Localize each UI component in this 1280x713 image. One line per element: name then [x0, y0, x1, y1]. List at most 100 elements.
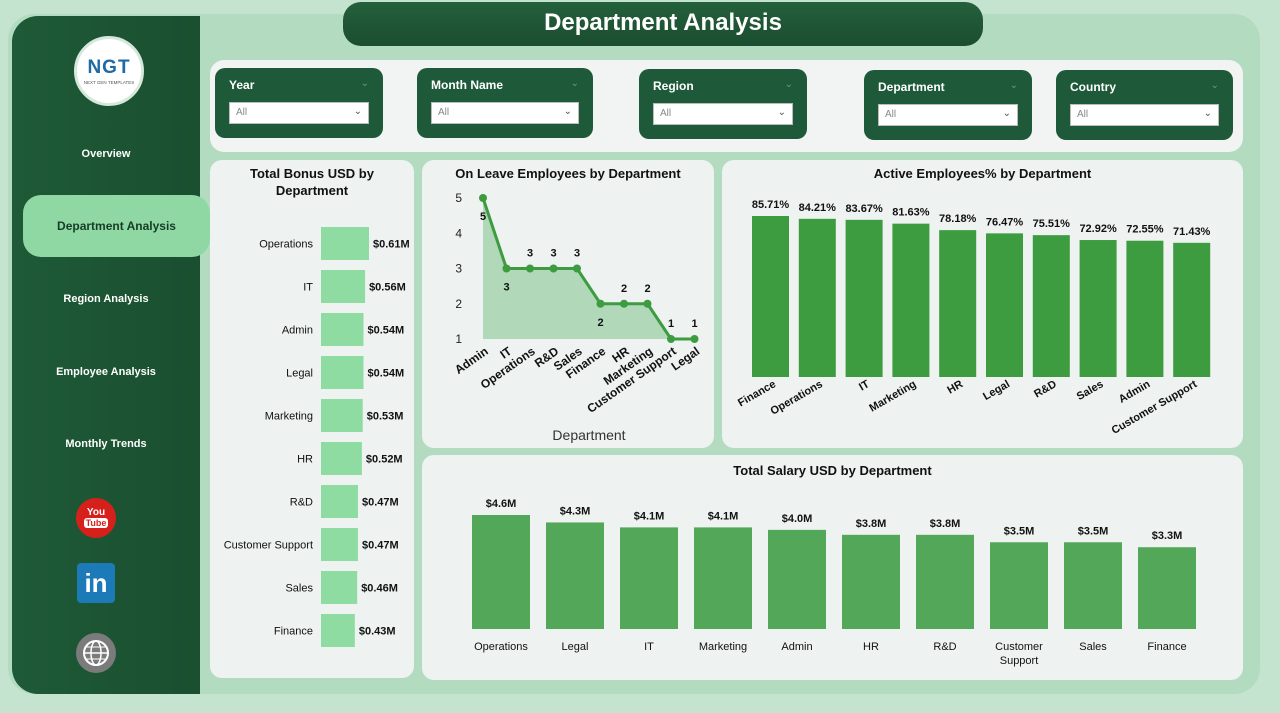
active-bar[interactable] — [845, 219, 883, 377]
salary-category-label: Support — [1000, 655, 1039, 667]
bonus-value-label: $0.56M — [369, 282, 406, 294]
bonus-category-label: Sales — [285, 583, 313, 595]
onleave-point[interactable] — [526, 264, 534, 273]
active-bar[interactable] — [986, 233, 1023, 377]
filter-department-select[interactable]: All ⌄ — [878, 104, 1018, 126]
onleave-point[interactable] — [479, 194, 487, 202]
bonus-bar[interactable] — [321, 614, 355, 647]
active-value-label: 72.55% — [1126, 224, 1164, 236]
bonus-bar[interactable] — [321, 528, 358, 561]
logo-text: NGT — [87, 57, 131, 78]
onleave-point[interactable] — [596, 299, 605, 308]
bonus-bar[interactable] — [321, 571, 358, 604]
linkedin-icon[interactable]: in — [77, 563, 115, 603]
salary-bar[interactable] — [1138, 547, 1196, 629]
salary-category-label: Operations — [474, 641, 528, 653]
youtube-icon-text-top: You — [86, 507, 106, 518]
salary-category-label: HR — [863, 641, 879, 653]
chevron-down-icon[interactable]: ⌄ — [784, 79, 793, 90]
bonus-value-label: $0.53M — [367, 411, 404, 423]
website-globe-icon[interactable] — [76, 633, 116, 673]
bonus-value-label: $0.46M — [361, 583, 398, 595]
salary-bar[interactable] — [694, 527, 752, 629]
onleave-point[interactable] — [502, 264, 511, 273]
bonus-category-label: Customer Support — [224, 540, 313, 552]
onleave-x-axis-title: Department — [552, 427, 625, 443]
bonus-value-label: $0.54M — [367, 368, 404, 380]
filter-panel: Year ⌄ All ⌄ Month Name ⌄ All ⌄ Region ⌄… — [210, 60, 1243, 152]
chevron-down-icon[interactable]: ⌄ — [570, 78, 579, 89]
chevron-down-icon[interactable]: ⌄ — [360, 78, 369, 89]
youtube-icon[interactable]: You Tube — [76, 498, 116, 538]
bonus-chart-title: Total Bonus USD by Department — [250, 166, 374, 198]
salary-bar[interactable] — [842, 534, 900, 629]
nav-overview[interactable]: Overview — [81, 148, 131, 160]
globe-icon — [83, 640, 109, 666]
onleave-point[interactable] — [643, 299, 652, 308]
bonus-bar[interactable] — [321, 227, 369, 260]
onleave-data-label: 2 — [597, 317, 603, 329]
onleave-point[interactable] — [573, 264, 581, 273]
salary-bar[interactable] — [472, 515, 530, 629]
bonus-bar[interactable] — [321, 313, 364, 346]
chevron-down-icon: ⌄ — [1002, 108, 1011, 119]
active-value-label: 83.67% — [845, 203, 883, 215]
active-bar[interactable] — [939, 230, 977, 377]
bonus-bar[interactable] — [321, 485, 358, 518]
salary-bar[interactable] — [990, 542, 1048, 629]
filter-country: Country ⌄ All ⌄ — [1056, 70, 1233, 140]
bonus-bar[interactable] — [321, 270, 366, 303]
salary-bar[interactable] — [768, 529, 826, 629]
active-value-label: 85.71% — [752, 199, 790, 211]
salary-category-label: Finance — [1147, 641, 1186, 653]
bonus-bar[interactable] — [321, 442, 362, 475]
chevron-down-icon[interactable]: ⌄ — [1009, 80, 1018, 91]
onleave-data-label: 1 — [691, 318, 697, 330]
salary-bar[interactable] — [546, 522, 604, 629]
salary-bar[interactable] — [916, 534, 974, 629]
bonus-category-label: Admin — [282, 325, 313, 337]
onleave-category-label: Admin — [452, 344, 491, 377]
onleave-point[interactable] — [549, 264, 558, 273]
active-chart-title: Active Employees% by Department — [873, 166, 1092, 181]
onleave-data-label: 3 — [574, 248, 580, 260]
nav-employee-analysis[interactable]: Employee Analysis — [56, 366, 156, 378]
active-chart: 85.71%Finance84.21%Operations83.67%IT81.… — [736, 199, 1211, 437]
salary-bar[interactable] — [620, 527, 678, 629]
onleave-point[interactable] — [667, 335, 675, 343]
nav-department-analysis[interactable]: Department Analysis — [23, 195, 210, 257]
onleave-data-label: 5 — [480, 211, 486, 223]
active-bar[interactable] — [798, 218, 836, 377]
chevron-down-icon[interactable]: ⌄ — [1210, 80, 1219, 91]
bonus-bar[interactable] — [321, 399, 363, 432]
active-value-label: 78.18% — [939, 213, 977, 225]
bonus-category-label: Operations — [259, 239, 313, 251]
salary-bar[interactable] — [1064, 542, 1122, 629]
active-bar[interactable] — [1079, 240, 1117, 377]
active-bar[interactable] — [1032, 235, 1070, 377]
logo: NGT NEXT GEN TEMPLATES — [74, 36, 144, 106]
onleave-point[interactable] — [690, 335, 699, 343]
filter-country-select[interactable]: All ⌄ — [1070, 104, 1219, 126]
salary-category-label: IT — [644, 641, 654, 653]
chevron-down-icon: ⌄ — [777, 107, 786, 118]
active-bar[interactable] — [752, 216, 789, 377]
salary-category-label: Customer — [995, 641, 1043, 653]
active-chart-card: Active Employees% by Department 85.71% Fi… — [722, 160, 1243, 448]
active-value-label: 75.51% — [1033, 218, 1071, 230]
active-category-label: HR — [945, 378, 965, 396]
filter-year-select[interactable]: All ⌄ — [229, 102, 369, 124]
active-bar[interactable] — [1126, 240, 1164, 377]
active-bar[interactable] — [1173, 242, 1211, 377]
filter-month-select[interactable]: All ⌄ — [431, 102, 579, 124]
onleave-line — [481, 197, 695, 341]
filter-year-label: Year — [229, 78, 255, 92]
salary-value-label: $4.1M — [708, 510, 739, 522]
filter-region-select[interactable]: All ⌄ — [653, 103, 793, 125]
onleave-point[interactable] — [620, 299, 628, 308]
nav-region-analysis[interactable]: Region Analysis — [63, 293, 149, 305]
bonus-bar[interactable] — [321, 356, 364, 389]
nav-monthly-trends[interactable]: Monthly Trends — [65, 438, 147, 450]
filter-country-value: All — [1077, 109, 1089, 120]
active-bar[interactable] — [892, 223, 930, 377]
